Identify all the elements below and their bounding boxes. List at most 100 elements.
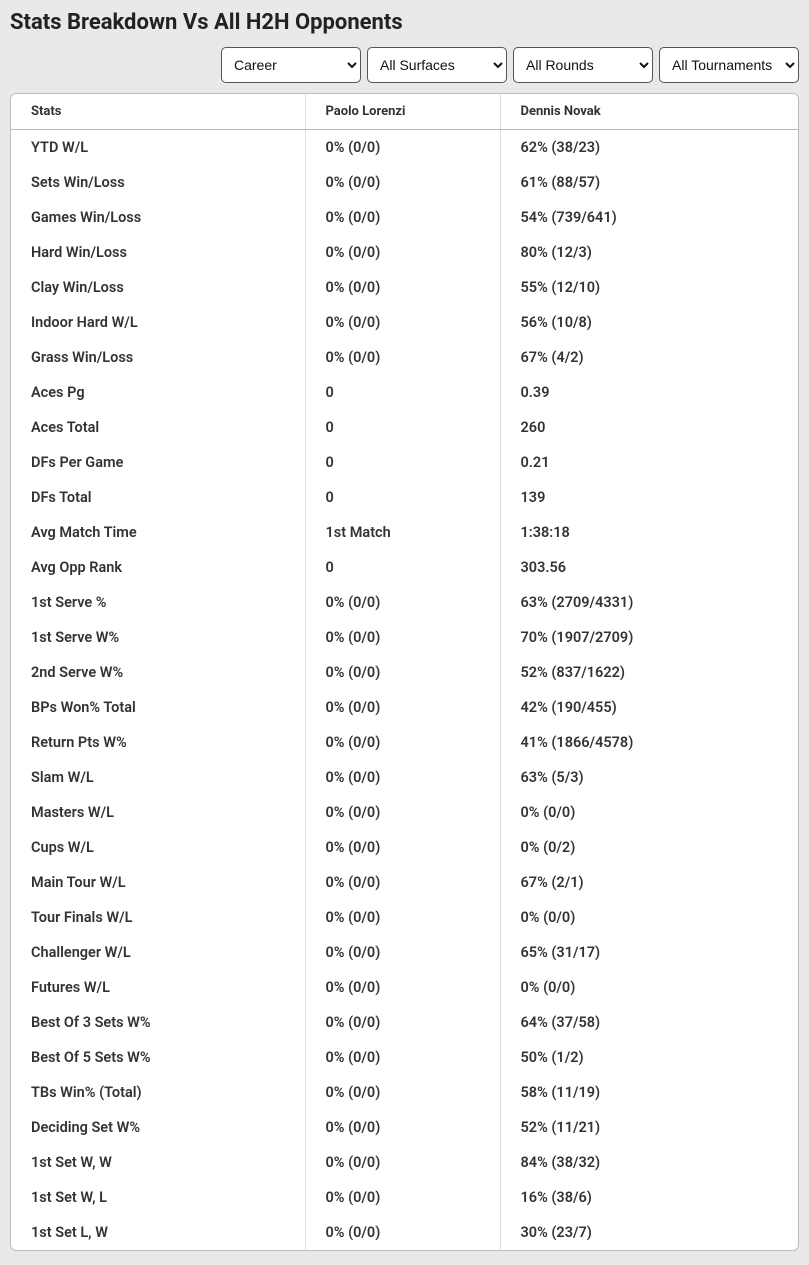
stat-label: YTD W/L — [11, 130, 305, 166]
stat-value-player2: 0.21 — [500, 445, 798, 480]
stat-value-player1: 0 — [305, 375, 500, 410]
table-row: Best Of 5 Sets W%0% (0/0)50% (1/2) — [11, 1040, 798, 1075]
stat-label: Slam W/L — [11, 760, 305, 795]
stat-label: TBs Win% (Total) — [11, 1075, 305, 1110]
stat-value-player2: 80% (12/3) — [500, 235, 798, 270]
col-header-stats: Stats — [11, 94, 305, 130]
stat-label: Sets Win/Loss — [11, 165, 305, 200]
stat-label: Hard Win/Loss — [11, 235, 305, 270]
stat-value-player1: 0% (0/0) — [305, 130, 500, 166]
stat-value-player2: 62% (38/23) — [500, 130, 798, 166]
stat-value-player1: 0% (0/0) — [305, 865, 500, 900]
stat-value-player2: 1:38:18 — [500, 515, 798, 550]
table-row: 2nd Serve W%0% (0/0)52% (837/1622) — [11, 655, 798, 690]
filter-career[interactable]: Career — [221, 47, 361, 83]
stat-value-player1: 0% (0/0) — [305, 620, 500, 655]
stat-value-player1: 0% (0/0) — [305, 760, 500, 795]
table-row: Main Tour W/L0% (0/0)67% (2/1) — [11, 865, 798, 900]
stat-value-player1: 0% (0/0) — [305, 830, 500, 865]
stat-label: Challenger W/L — [11, 935, 305, 970]
stat-label: Games Win/Loss — [11, 200, 305, 235]
filter-surfaces[interactable]: All Surfaces — [367, 47, 507, 83]
stat-label: BPs Won% Total — [11, 690, 305, 725]
stat-value-player1: 0 — [305, 410, 500, 445]
table-row: TBs Win% (Total)0% (0/0)58% (11/19) — [11, 1075, 798, 1110]
stat-value-player1: 0 — [305, 445, 500, 480]
table-row: 1st Serve %0% (0/0)63% (2709/4331) — [11, 585, 798, 620]
stat-label: DFs Per Game — [11, 445, 305, 480]
stat-label: DFs Total — [11, 480, 305, 515]
filter-rounds[interactable]: All Rounds — [513, 47, 653, 83]
stat-label: Grass Win/Loss — [11, 340, 305, 375]
table-row: Tour Finals W/L0% (0/0)0% (0/0) — [11, 900, 798, 935]
stat-label: Avg Match Time — [11, 515, 305, 550]
table-row: 1st Set W, L0% (0/0)16% (38/6) — [11, 1180, 798, 1215]
stat-value-player1: 0% (0/0) — [305, 725, 500, 760]
table-row: Aces Total0260 — [11, 410, 798, 445]
table-row: Return Pts W%0% (0/0)41% (1866/4578) — [11, 725, 798, 760]
stat-value-player2: 0.39 — [500, 375, 798, 410]
stat-label: 2nd Serve W% — [11, 655, 305, 690]
table-row: Avg Match Time1st Match1:38:18 — [11, 515, 798, 550]
table-row: DFs Per Game00.21 — [11, 445, 798, 480]
stat-value-player1: 0% (0/0) — [305, 270, 500, 305]
stat-value-player2: 67% (2/1) — [500, 865, 798, 900]
stat-value-player2: 70% (1907/2709) — [500, 620, 798, 655]
stat-value-player2: 0% (0/0) — [500, 795, 798, 830]
stats-table-container: Stats Paolo Lorenzi Dennis Novak YTD W/L… — [10, 93, 799, 1251]
stat-label: 1st Serve W% — [11, 620, 305, 655]
stat-value-player1: 0 — [305, 550, 500, 585]
page-title: Stats Breakdown Vs All H2H Opponents — [10, 10, 799, 35]
stat-label: Aces Total — [11, 410, 305, 445]
table-row: BPs Won% Total0% (0/0)42% (190/455) — [11, 690, 798, 725]
stat-value-player2: 52% (837/1622) — [500, 655, 798, 690]
stat-value-player2: 303.56 — [500, 550, 798, 585]
table-row: Deciding Set W%0% (0/0)52% (11/21) — [11, 1110, 798, 1145]
stat-value-player2: 16% (38/6) — [500, 1180, 798, 1215]
stat-value-player1: 0 — [305, 480, 500, 515]
stat-value-player2: 63% (2709/4331) — [500, 585, 798, 620]
table-row: 1st Serve W%0% (0/0)70% (1907/2709) — [11, 620, 798, 655]
stat-value-player1: 0% (0/0) — [305, 1145, 500, 1180]
stat-value-player2: 260 — [500, 410, 798, 445]
stat-value-player2: 56% (10/8) — [500, 305, 798, 340]
col-header-player1: Paolo Lorenzi — [305, 94, 500, 130]
stat-label: Tour Finals W/L — [11, 900, 305, 935]
table-row: 1st Set W, W0% (0/0)84% (38/32) — [11, 1145, 798, 1180]
stat-value-player2: 67% (4/2) — [500, 340, 798, 375]
table-row: Challenger W/L0% (0/0)65% (31/17) — [11, 935, 798, 970]
stat-label: Clay Win/Loss — [11, 270, 305, 305]
stat-value-player2: 64% (37/58) — [500, 1005, 798, 1040]
stat-value-player1: 0% (0/0) — [305, 970, 500, 1005]
stat-label: 1st Set W, W — [11, 1145, 305, 1180]
stat-value-player1: 0% (0/0) — [305, 690, 500, 725]
stat-value-player1: 0% (0/0) — [305, 1075, 500, 1110]
stat-value-player1: 0% (0/0) — [305, 1005, 500, 1040]
table-row: Best Of 3 Sets W%0% (0/0)64% (37/58) — [11, 1005, 798, 1040]
filter-bar: Career All Surfaces All Rounds All Tourn… — [10, 47, 799, 83]
table-row: Sets Win/Loss0% (0/0)61% (88/57) — [11, 165, 798, 200]
stat-value-player2: 0% (0/0) — [500, 900, 798, 935]
stats-table: Stats Paolo Lorenzi Dennis Novak YTD W/L… — [11, 94, 798, 1250]
table-row: Avg Opp Rank0303.56 — [11, 550, 798, 585]
table-row: Hard Win/Loss0% (0/0)80% (12/3) — [11, 235, 798, 270]
stat-label: Avg Opp Rank — [11, 550, 305, 585]
stat-label: Futures W/L — [11, 970, 305, 1005]
stat-label: 1st Set L, W — [11, 1215, 305, 1250]
stat-label: Aces Pg — [11, 375, 305, 410]
stat-value-player1: 0% (0/0) — [305, 235, 500, 270]
stat-label: Masters W/L — [11, 795, 305, 830]
stat-value-player2: 52% (11/21) — [500, 1110, 798, 1145]
stat-value-player1: 0% (0/0) — [305, 655, 500, 690]
table-row: 1st Set L, W0% (0/0)30% (23/7) — [11, 1215, 798, 1250]
stat-value-player2: 50% (1/2) — [500, 1040, 798, 1075]
filter-tournaments[interactable]: All Tournaments — [659, 47, 799, 83]
stat-label: Return Pts W% — [11, 725, 305, 760]
stat-value-player2: 54% (739/641) — [500, 200, 798, 235]
stat-label: 1st Serve % — [11, 585, 305, 620]
table-row: Indoor Hard W/L0% (0/0)56% (10/8) — [11, 305, 798, 340]
stat-label: Best Of 3 Sets W% — [11, 1005, 305, 1040]
stat-label: 1st Set W, L — [11, 1180, 305, 1215]
table-row: Futures W/L0% (0/0)0% (0/0) — [11, 970, 798, 1005]
stat-value-player2: 139 — [500, 480, 798, 515]
